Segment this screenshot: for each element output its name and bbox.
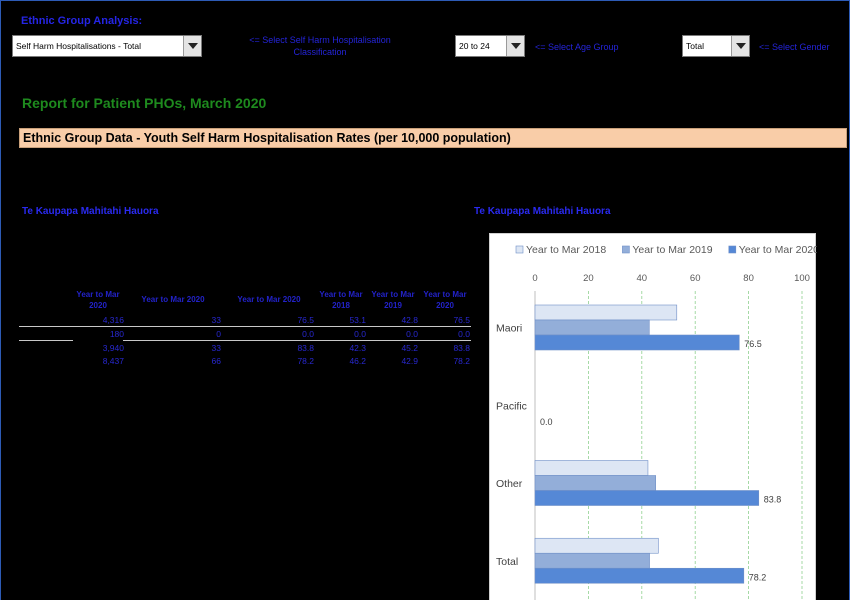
chart-bar <box>534 552 650 569</box>
table-cell: 8,437 <box>102 356 124 366</box>
gender-value: Total <box>686 41 704 51</box>
legend-label: Year to Mar 2019 <box>632 244 712 256</box>
category-label: Pacific <box>496 400 527 412</box>
table-cell: 83.8 <box>453 343 470 353</box>
data-label: 83.8 <box>764 495 782 505</box>
chevron-down-icon <box>510 43 521 49</box>
x-tick-label: 80 <box>743 273 754 284</box>
table-cell: 42.3 <box>349 343 366 353</box>
chart-bar <box>534 490 760 506</box>
table-cell: 0.0 <box>302 329 314 339</box>
chart-bar <box>534 537 659 554</box>
age-group-hint: <= Select Age Group <box>535 42 619 52</box>
table-cell: 4,316 <box>102 315 124 325</box>
legend-label: Year to Mar 2018 <box>526 244 606 256</box>
classification-hint: <= Select Self Harm Hospitalisation Clas… <box>249 35 391 57</box>
chevron-down-icon <box>735 43 746 49</box>
chart-bar <box>534 304 678 321</box>
table-divider <box>19 326 471 327</box>
chevron-down-icon <box>187 43 198 49</box>
table-header: Year to Mar 2020 <box>423 290 467 310</box>
legend-swatch <box>728 245 737 254</box>
chart-bar <box>534 567 745 584</box>
table-cell: 46.2 <box>349 356 366 366</box>
x-tick-label: 20 <box>583 273 594 284</box>
table-cell: 180 <box>109 329 124 339</box>
table-cell: 0.0 <box>406 329 418 339</box>
table-cell: 78.2 <box>297 356 314 366</box>
category-label: Maori <box>496 323 522 335</box>
data-label: 0.0 <box>540 417 553 427</box>
right-section-title: Te Kaupapa Mahitahi Hauora <box>474 206 611 217</box>
table-header: Year to Mar 2018 <box>319 290 363 310</box>
classification-dropdown-button[interactable] <box>183 36 201 56</box>
table-cell: 76.5 <box>453 315 470 325</box>
left-section-title: Te Kaupapa Mahitahi Hauora <box>22 206 159 217</box>
table-cell: 0 <box>216 329 221 339</box>
table-cell: 42.8 <box>401 315 418 325</box>
chart-bar <box>534 460 649 476</box>
gender-dropdown[interactable]: Total <box>682 35 750 57</box>
table-cell: 53.1 <box>349 315 366 325</box>
report-title: Report for Patient PHOs, March 2020 <box>22 95 267 111</box>
age-group-dropdown[interactable]: 20 to 24 <box>455 35 525 57</box>
table-cell: 45.2 <box>401 343 418 353</box>
section-banner: Ethnic Group Data - Youth Self Harm Hosp… <box>19 128 847 148</box>
table-cell: 0.0 <box>354 329 366 339</box>
chart-bar <box>534 334 740 351</box>
chart-bar <box>534 475 656 491</box>
table-cell: 83.8 <box>297 343 314 353</box>
table-header: Year to Mar 2020 <box>76 290 120 310</box>
table-cell: 33 <box>211 315 221 325</box>
legend-label: Year to Mar 2020 <box>739 244 817 256</box>
legend-swatch <box>622 245 630 254</box>
table-header: Year to Mar 2020 <box>141 295 205 304</box>
gender-hint: <= Select Gender <box>759 42 830 52</box>
legend-swatch <box>515 245 524 254</box>
table-cell: 33 <box>211 343 221 353</box>
data-label: 76.5 <box>744 339 762 349</box>
x-tick-label: 100 <box>794 273 810 284</box>
chart-canvas: Year to Mar 2018 Year to Mar 2019 Year to … <box>496 244 817 600</box>
analysis-title: Ethnic Group Analysis: <box>21 15 143 27</box>
table-header: Year to Mar 2020 <box>237 295 301 304</box>
x-tick-label: 0 <box>532 273 537 284</box>
table-cell: 42.9 <box>401 356 418 366</box>
table-header: Year to Mar 2019 <box>371 290 415 310</box>
table-divider <box>123 340 471 341</box>
classification-dropdown[interactable]: Self Harm Hospitalisations - Total <box>12 35 202 57</box>
table-cell: 3,940 <box>102 343 124 353</box>
ethnic-rate-chart: Year to Mar 2018 Year to Mar 2019 Year to … <box>489 233 817 600</box>
classification-value: Self Harm Hospitalisations - Total <box>16 41 142 51</box>
chart-bar <box>534 319 650 336</box>
gender-dropdown-button[interactable] <box>731 36 749 56</box>
age-group-value: 20 to 24 <box>459 41 490 51</box>
age-group-dropdown-button[interactable] <box>506 36 524 56</box>
table-cell: 76.5 <box>297 315 314 325</box>
table-cell: 0.0 <box>458 329 470 339</box>
category-label: Total <box>496 556 518 568</box>
table-divider <box>19 340 73 341</box>
table-cell: 78.2 <box>453 356 470 366</box>
x-tick-label: 60 <box>690 273 701 284</box>
table-cell: 66 <box>211 356 221 366</box>
category-label: Other <box>496 478 523 490</box>
data-label: 78.2 <box>749 572 767 582</box>
x-tick-label: 40 <box>637 273 648 284</box>
